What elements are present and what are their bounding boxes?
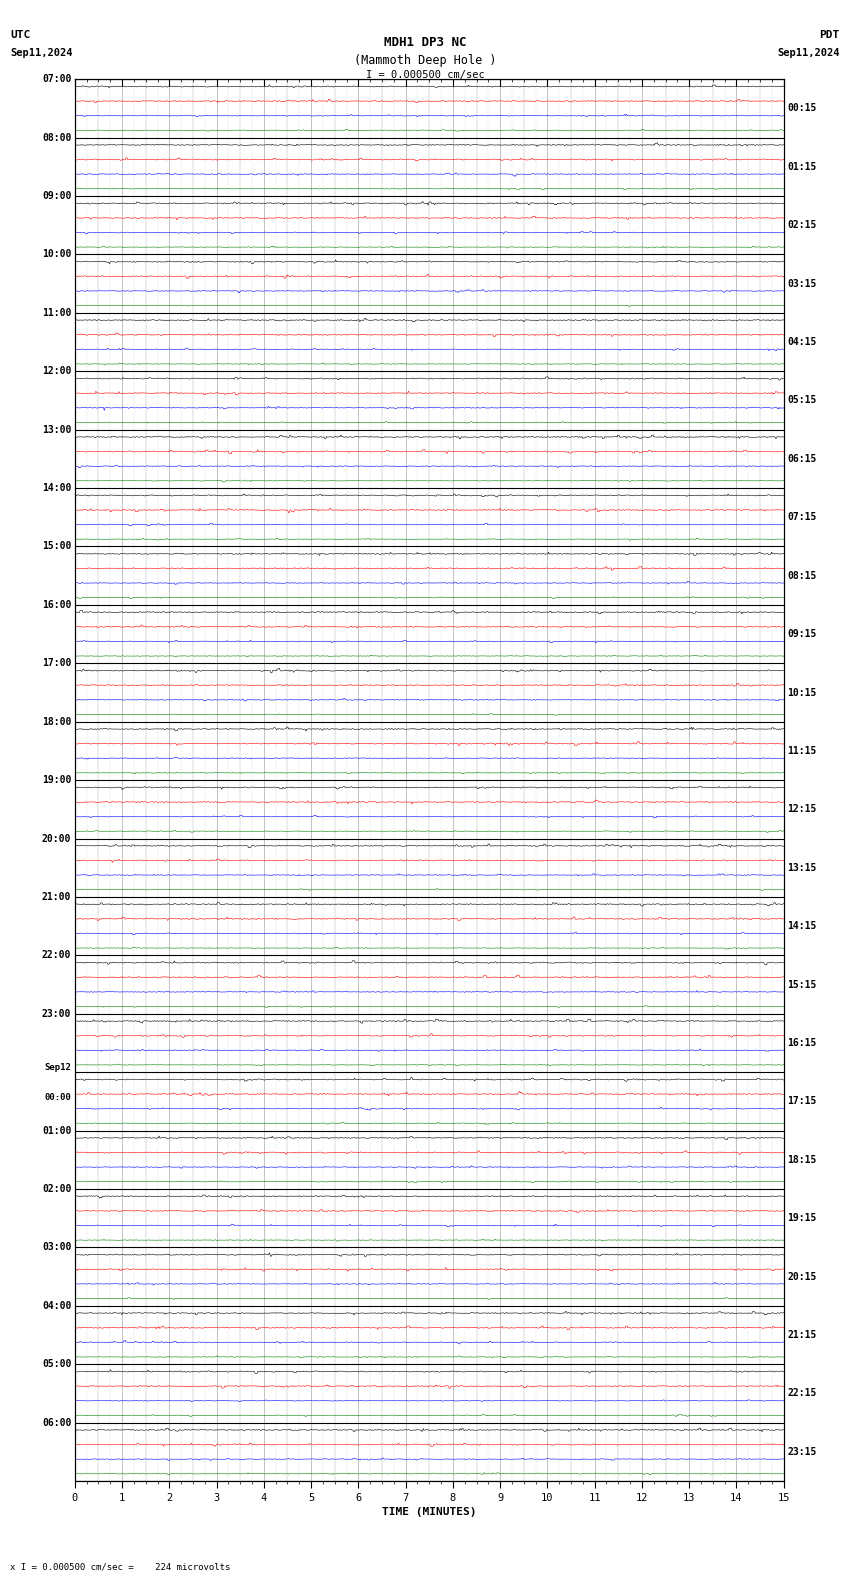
Text: 06:15: 06:15: [787, 455, 817, 464]
Text: 17:15: 17:15: [787, 1096, 817, 1106]
Text: PDT: PDT: [819, 30, 840, 40]
Text: (Mammoth Deep Hole ): (Mammoth Deep Hole ): [354, 54, 496, 67]
Text: 03:15: 03:15: [787, 279, 817, 288]
Text: 10:15: 10:15: [787, 687, 817, 697]
Text: UTC: UTC: [10, 30, 31, 40]
Text: 18:00: 18:00: [42, 716, 71, 727]
Text: 20:15: 20:15: [787, 1272, 817, 1281]
Text: 07:15: 07:15: [787, 512, 817, 523]
Text: 11:00: 11:00: [42, 307, 71, 318]
Text: 08:15: 08:15: [787, 570, 817, 581]
Text: 02:15: 02:15: [787, 220, 817, 230]
Text: 00:00: 00:00: [44, 1093, 71, 1101]
Text: 09:15: 09:15: [787, 629, 817, 638]
Text: 22:00: 22:00: [42, 950, 71, 960]
Text: 13:15: 13:15: [787, 863, 817, 873]
Text: 11:15: 11:15: [787, 746, 817, 756]
Text: Sep11,2024: Sep11,2024: [777, 48, 840, 57]
Text: 22:15: 22:15: [787, 1389, 817, 1399]
Text: 04:00: 04:00: [42, 1300, 71, 1312]
Text: 21:00: 21:00: [42, 892, 71, 901]
Text: 08:00: 08:00: [42, 133, 71, 143]
Text: 21:15: 21:15: [787, 1331, 817, 1340]
Text: 19:00: 19:00: [42, 775, 71, 786]
Text: 07:00: 07:00: [42, 74, 71, 84]
Text: 09:00: 09:00: [42, 192, 71, 201]
Text: 10:00: 10:00: [42, 249, 71, 260]
Text: 17:00: 17:00: [42, 659, 71, 668]
X-axis label: TIME (MINUTES): TIME (MINUTES): [382, 1506, 477, 1517]
Text: 15:15: 15:15: [787, 979, 817, 990]
Text: 19:15: 19:15: [787, 1213, 817, 1223]
Text: MDH1 DP3 NC: MDH1 DP3 NC: [383, 36, 467, 49]
Text: 06:00: 06:00: [42, 1418, 71, 1427]
Text: Sep11,2024: Sep11,2024: [10, 48, 73, 57]
Text: 01:00: 01:00: [42, 1126, 71, 1136]
Text: I = 0.000500 cm/sec: I = 0.000500 cm/sec: [366, 70, 484, 79]
Text: 14:00: 14:00: [42, 483, 71, 493]
Text: 01:15: 01:15: [787, 162, 817, 171]
Text: 04:15: 04:15: [787, 337, 817, 347]
Text: 16:15: 16:15: [787, 1038, 817, 1049]
Text: 12:00: 12:00: [42, 366, 71, 377]
Text: 14:15: 14:15: [787, 922, 817, 931]
Text: 02:00: 02:00: [42, 1183, 71, 1194]
Text: 05:00: 05:00: [42, 1359, 71, 1369]
Text: 12:15: 12:15: [787, 805, 817, 814]
Text: 23:15: 23:15: [787, 1446, 817, 1457]
Text: 15:00: 15:00: [42, 542, 71, 551]
Text: 05:15: 05:15: [787, 396, 817, 406]
Text: x I = 0.000500 cm/sec =    224 microvolts: x I = 0.000500 cm/sec = 224 microvolts: [10, 1562, 230, 1571]
Text: 18:15: 18:15: [787, 1155, 817, 1164]
Text: 13:00: 13:00: [42, 425, 71, 434]
Text: 03:00: 03:00: [42, 1242, 71, 1253]
Text: 16:00: 16:00: [42, 600, 71, 610]
Text: 00:15: 00:15: [787, 103, 817, 114]
Text: 23:00: 23:00: [42, 1009, 71, 1019]
Text: Sep12: Sep12: [44, 1063, 71, 1072]
Text: 20:00: 20:00: [42, 833, 71, 844]
